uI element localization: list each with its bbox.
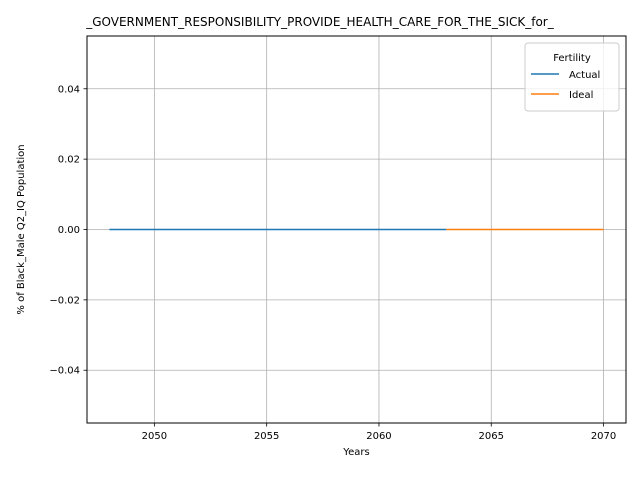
y-axis-ticks: −0.04 −0.02 0.00 0.02 0.04 [49,84,87,377]
chart-title: _GOVERNMENT_RESPONSIBILITY_PROVIDE_HEALT… [85,15,555,29]
legend-title: Fertility [553,53,591,64]
x-axis-label: Years [342,447,369,458]
x-tick-label: 2070 [591,431,616,442]
y-tick-label: 0.04 [58,84,80,95]
x-tick-label: 2060 [366,431,391,442]
x-tick-label: 2055 [254,431,279,442]
y-axis-label: % of Black_Male Q2_IQ Population [16,144,27,314]
y-tick-label: −0.02 [49,295,80,306]
y-tick-label: −0.04 [49,366,80,377]
x-axis-ticks: 2050 2055 2060 2065 2070 [142,423,616,442]
legend-entries: Actual Ideal [531,70,600,101]
legend-label-actual: Actual [569,70,600,81]
x-tick-label: 2065 [479,431,504,442]
x-tick-label: 2050 [142,431,167,442]
y-tick-label: 0.02 [58,155,80,166]
y-tick-label: 0.00 [58,225,80,236]
legend: Fertility Actual Ideal [524,42,620,112]
legend-label-ideal: Ideal [569,90,593,101]
